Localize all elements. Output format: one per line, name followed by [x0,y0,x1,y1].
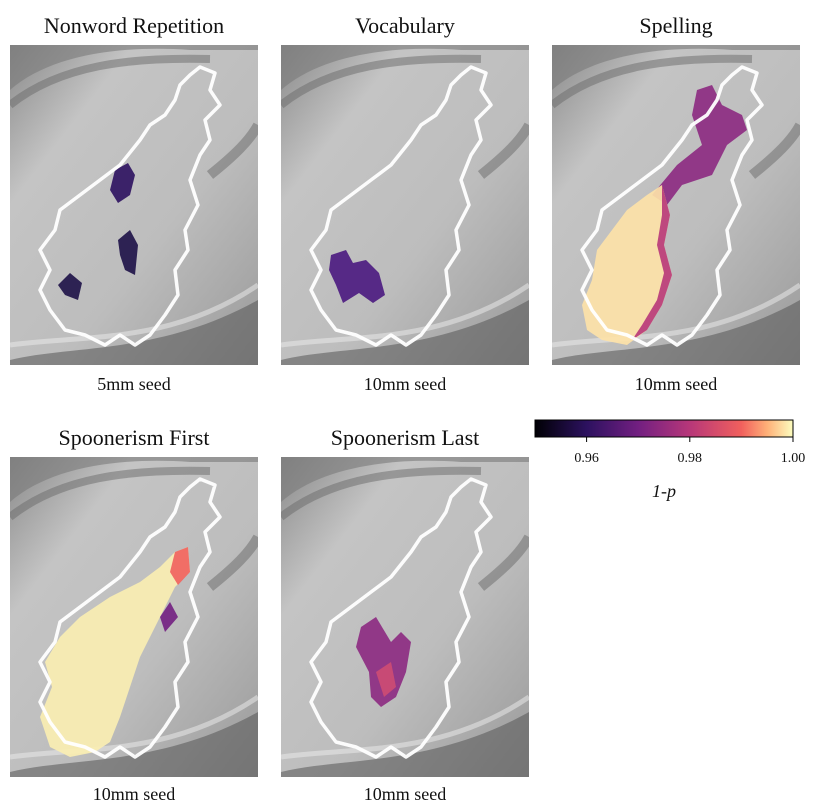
panel-title: Spelling [639,13,712,38]
panel-title: Spoonerism Last [331,425,480,450]
brain-map [10,457,258,777]
tick-label: 1.00 [781,451,806,466]
tick-label: 0.98 [678,451,703,466]
colorbar [535,420,793,437]
brain-map [281,45,529,365]
colorbar-label: 1-p [652,481,676,501]
figure: Nonword Repetition Vocabulary Spelling S… [0,0,815,804]
panel-title: Nonword Repetition [44,13,224,38]
panel-title: Vocabulary [355,13,455,38]
brain-map [281,457,529,777]
panel-caption: 10mm seed [364,374,447,394]
panel-caption: 10mm seed [635,374,718,394]
tick-label: 0.96 [574,451,599,466]
panel-caption: 5mm seed [97,374,171,394]
panel-title: Spoonerism First [59,425,210,450]
panel-caption: 10mm seed [93,784,176,804]
brain-map [552,45,800,365]
brain-map [10,45,258,365]
panel-caption: 10mm seed [364,784,447,804]
